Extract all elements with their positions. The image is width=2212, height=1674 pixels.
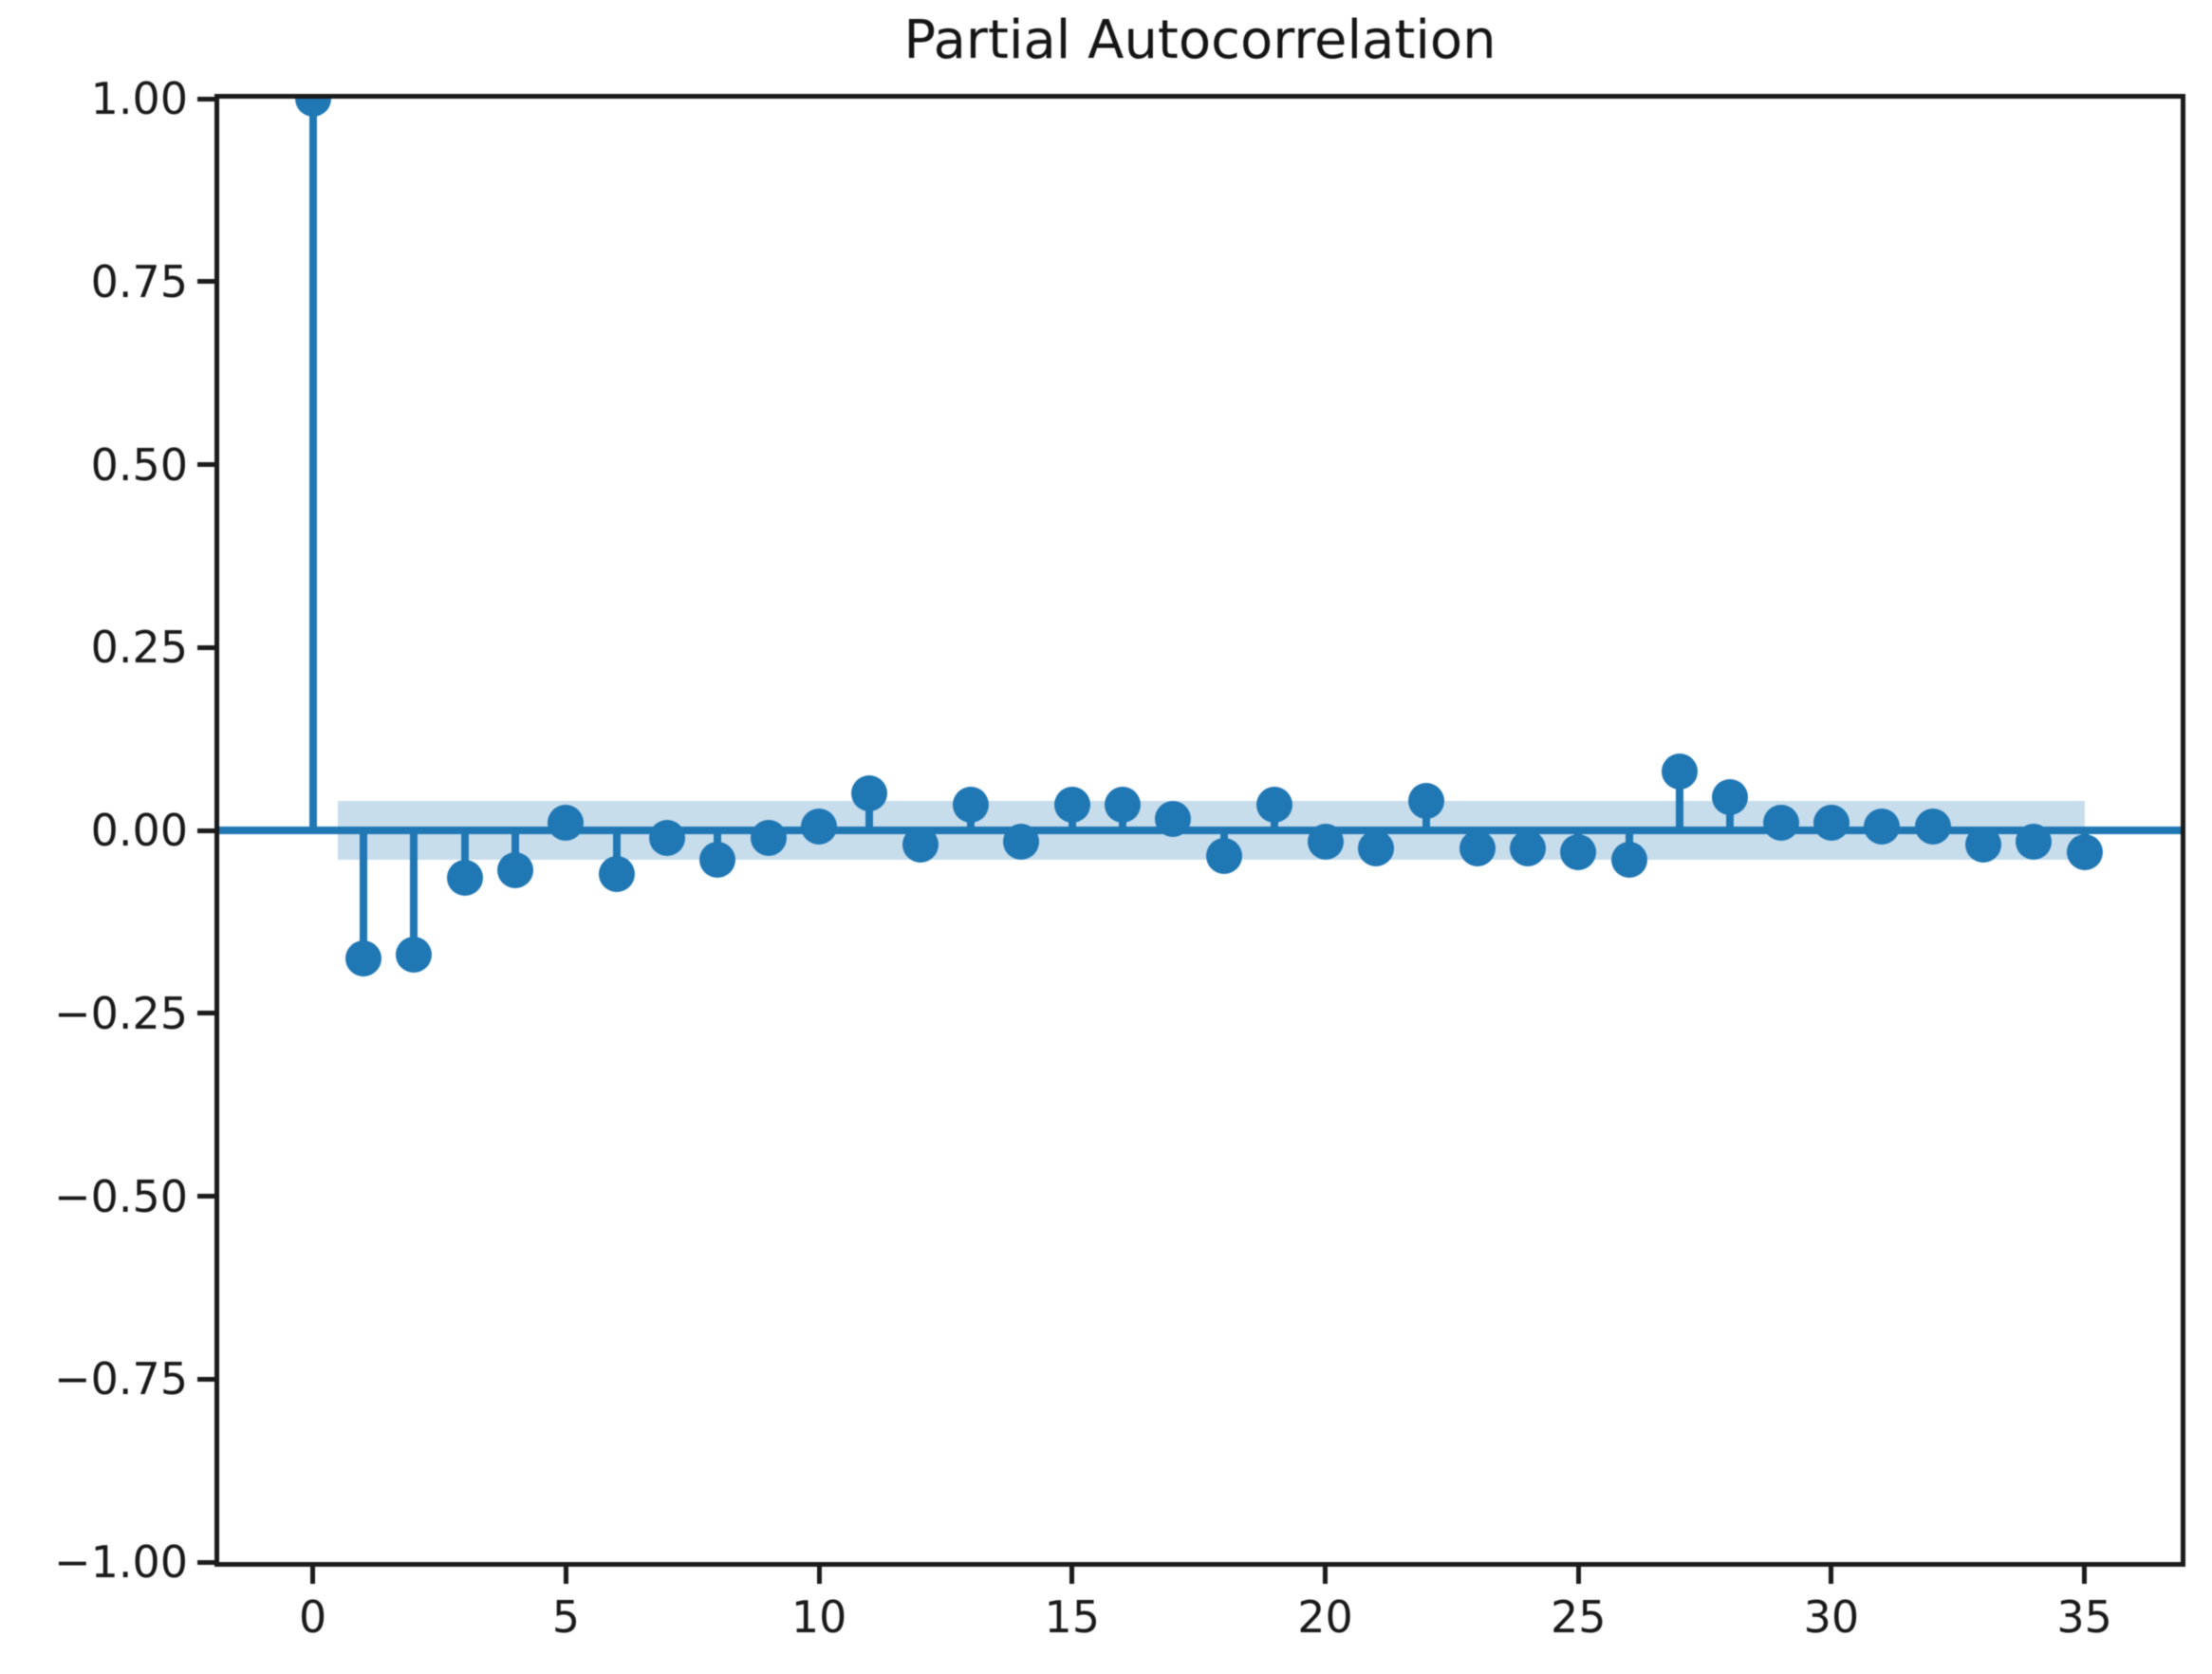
stem-marker-lag-6 xyxy=(598,856,635,893)
stem-line-lag-11 xyxy=(865,793,874,830)
x-tick-label: 35 xyxy=(2056,1591,2112,1643)
y-axis-tick xyxy=(197,279,214,285)
stem-marker-lag-26 xyxy=(1610,841,1647,878)
stem-marker-lag-21 xyxy=(1357,830,1394,867)
stem-marker-lag-12 xyxy=(902,827,939,864)
stem-marker-lag-1 xyxy=(345,939,382,976)
x-axis-tick xyxy=(1069,1567,1075,1584)
stem-marker-lag-28 xyxy=(1712,779,1749,816)
stem-marker-lag-30 xyxy=(1812,805,1850,842)
stem-marker-lag-9 xyxy=(750,819,787,856)
x-tick-label: 30 xyxy=(1803,1591,1860,1643)
stem-marker-lag-22 xyxy=(1408,783,1445,820)
y-tick-label: 0.50 xyxy=(90,438,188,491)
stem-marker-lag-4 xyxy=(497,852,534,889)
stem-marker-lag-33 xyxy=(1964,827,2001,864)
stem-marker-lag-10 xyxy=(801,809,838,846)
stem-marker-lag-25 xyxy=(1560,834,1597,871)
stem-line-lag-1 xyxy=(360,830,368,958)
stem-marker-lag-2 xyxy=(396,937,433,974)
stem-marker-lag-11 xyxy=(851,775,888,812)
stem-line-lag-27 xyxy=(1675,772,1683,830)
stem-marker-lag-18 xyxy=(1205,837,1242,874)
x-tick-label: 25 xyxy=(1550,1591,1607,1643)
y-axis-tick xyxy=(197,1559,214,1565)
y-tick-label: 0.00 xyxy=(90,805,188,856)
stem-marker-lag-13 xyxy=(953,787,990,823)
stem-marker-lag-3 xyxy=(446,860,483,897)
stem-marker-lag-24 xyxy=(1509,830,1546,867)
y-tick-label: 0.75 xyxy=(90,255,188,307)
x-axis-tick xyxy=(310,1567,316,1584)
zero-line xyxy=(219,827,2181,834)
y-tick-label: −0.25 xyxy=(54,987,188,1039)
stem-line-lag-2 xyxy=(410,830,418,956)
y-axis-tick xyxy=(197,1376,214,1382)
stem-marker-lag-35 xyxy=(2066,834,2103,871)
y-axis-tick xyxy=(197,828,214,833)
x-tick-label: 10 xyxy=(790,1591,847,1643)
stem-line-lag-3 xyxy=(460,830,469,879)
x-axis-tick xyxy=(1323,1567,1329,1584)
stem-marker-lag-34 xyxy=(2016,823,2053,860)
y-tick-label: −0.50 xyxy=(54,1170,188,1222)
x-tick-label: 5 xyxy=(551,1591,581,1643)
stem-marker-lag-19 xyxy=(1256,787,1293,823)
stem-line-lag-0 xyxy=(308,99,317,830)
stem-marker-lag-7 xyxy=(649,819,686,856)
x-tick-label: 15 xyxy=(1044,1591,1101,1643)
x-axis-tick xyxy=(563,1567,568,1584)
x-axis-tick xyxy=(816,1567,822,1584)
y-axis-tick xyxy=(197,1194,214,1199)
y-axis-tick xyxy=(197,644,214,650)
stem-marker-lag-32 xyxy=(1914,809,1951,846)
x-axis-tick xyxy=(1829,1567,1834,1584)
stem-marker-lag-29 xyxy=(1762,805,1799,842)
stem-marker-lag-16 xyxy=(1105,787,1142,823)
x-tick-label: 0 xyxy=(299,1591,327,1643)
stem-line-lag-6 xyxy=(612,830,621,875)
plot-area xyxy=(214,94,2185,1567)
stem-marker-lag-8 xyxy=(699,841,736,878)
stem-marker-lag-20 xyxy=(1307,823,1344,860)
y-axis-tick xyxy=(197,462,214,467)
y-axis-tick xyxy=(197,96,214,102)
stem-marker-lag-23 xyxy=(1459,830,1496,867)
x-axis-tick xyxy=(2082,1567,2088,1584)
stem-marker-lag-14 xyxy=(1003,823,1040,860)
stem-line-lag-4 xyxy=(511,830,520,871)
y-axis-tick xyxy=(197,1011,214,1016)
stem-marker-lag-5 xyxy=(548,805,585,842)
y-tick-label: 1.00 xyxy=(90,73,188,124)
chart-title: Partial Autocorrelation xyxy=(903,9,1496,71)
x-axis-tick xyxy=(1575,1567,1581,1584)
stem-marker-lag-0 xyxy=(294,99,331,117)
stem-marker-lag-27 xyxy=(1661,753,1698,790)
y-tick-label: −1.00 xyxy=(54,1536,188,1588)
stem-marker-lag-31 xyxy=(1864,809,1901,846)
stem-marker-lag-17 xyxy=(1155,801,1192,838)
y-tick-label: −0.75 xyxy=(54,1353,188,1405)
y-tick-label: 0.25 xyxy=(90,622,188,674)
stem-marker-lag-15 xyxy=(1053,787,1090,823)
x-tick-label: 20 xyxy=(1297,1591,1353,1643)
